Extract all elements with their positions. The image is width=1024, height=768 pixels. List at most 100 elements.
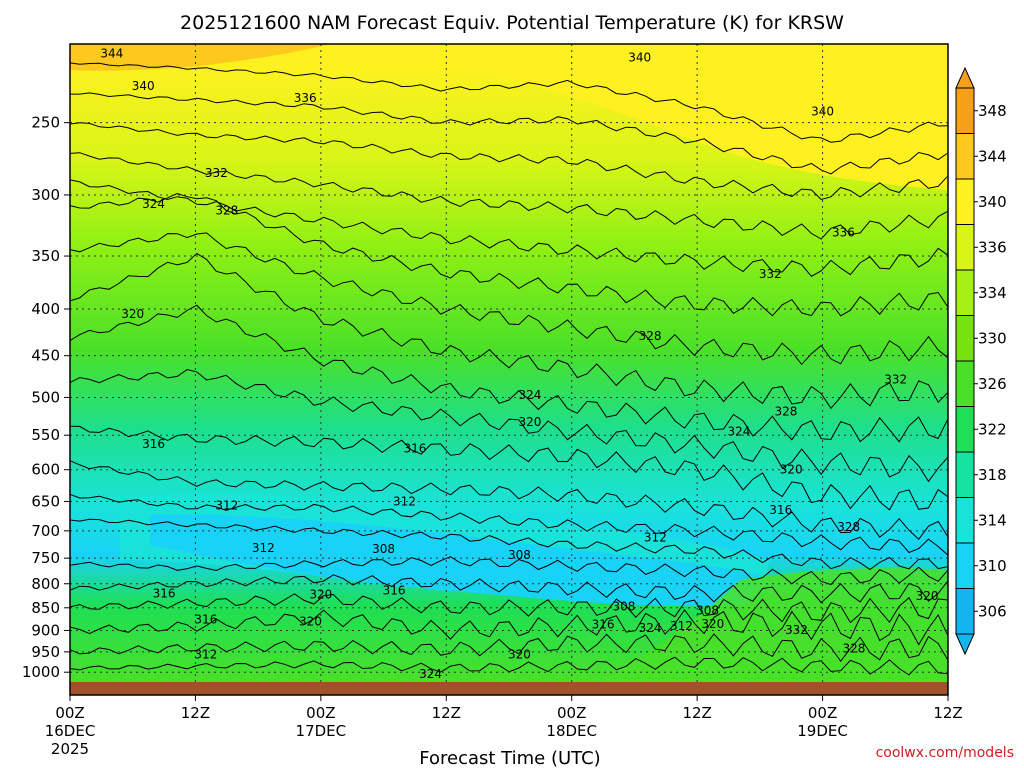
colorbar-top-arrow (955, 66, 975, 89)
upper-yellow (70, 44, 948, 190)
contour-label: 328 (639, 329, 662, 343)
contour-label: 328 (775, 404, 798, 418)
y-tick-label-300: 300 (31, 186, 60, 204)
contour-label: 316 (592, 618, 615, 632)
contour-label: 324 (142, 197, 165, 211)
contour-label: 336 (294, 91, 317, 105)
x-tick-label-84: 12Z (933, 704, 962, 722)
colorbar-segment (955, 178, 975, 225)
contour-line (70, 152, 948, 240)
contour-label: 320 (701, 617, 724, 631)
chart-title: 2025121600 NAM Forecast Equiv. Potential… (180, 12, 844, 34)
contour-label: 316 (769, 503, 792, 517)
y-tick-label-500: 500 (31, 388, 60, 406)
contour-label: 320 (299, 615, 322, 629)
colorbar-label-318: 318 (978, 466, 1007, 484)
contour-line (70, 179, 948, 277)
contour-label: 328 (215, 203, 238, 217)
x-tick-label-60: 12Z (682, 704, 711, 722)
contour-label: 328 (837, 520, 860, 534)
y-tick-label-350: 350 (31, 247, 60, 265)
contour-label: 312 (670, 619, 693, 633)
upper-orange (70, 44, 330, 71)
contour-label: 328 (842, 642, 865, 656)
contour-line (70, 62, 948, 143)
lower-green-right (600, 568, 948, 682)
x-axis-label: Forecast Time (UTC) (419, 748, 600, 768)
x-tick-label-12: 12Z (181, 704, 210, 722)
contour-label: 332 (205, 166, 228, 180)
contour-label: 312 (644, 531, 667, 545)
contour-line (70, 460, 948, 541)
contour-label: 308 (613, 599, 636, 613)
credit-text: coolwx.com/models (876, 745, 1014, 761)
contour-label: 316 (142, 437, 165, 451)
contour-line (70, 425, 948, 511)
y-tick-label-250: 250 (31, 114, 60, 132)
y-tick-label-950: 950 (31, 643, 60, 661)
y-tick-label-1000: 1000 (22, 663, 60, 681)
colorbar-segment (955, 451, 975, 498)
colorbar-label-348: 348 (978, 102, 1007, 120)
colorbar-label-322: 322 (978, 420, 1007, 438)
x-date-label-48: 18DEC (546, 722, 597, 740)
contour-label: 324 (727, 425, 750, 439)
contour-label-group: 344 340 336 340 340 332 328 324 336 332 328 320 332 3… (100, 47, 938, 682)
y-tick-label-850: 850 (31, 599, 60, 617)
contour-line (70, 633, 948, 663)
colorbar-segment (955, 542, 975, 589)
colorbar-label-326: 326 (978, 375, 1007, 393)
y-tick-label-700: 700 (31, 522, 60, 540)
contour-label: 316 (383, 584, 406, 598)
x-tick-label-48: 00Z (557, 704, 586, 722)
contour-label: 324 (518, 388, 541, 402)
colorbar-segment (955, 588, 975, 635)
contour-label: 320 (780, 463, 803, 477)
contour-label: 320 (518, 415, 541, 429)
contour-lines (70, 62, 948, 676)
colorbar-segment (955, 315, 975, 362)
colorbar-label-340: 340 (978, 193, 1007, 211)
y-tick-label-600: 600 (31, 461, 60, 479)
y-axis: 250 300 350 400 450 500 550 600 650 700 750 800 850 9… (22, 114, 70, 681)
contour-label: 324 (419, 667, 442, 681)
y-tick-label-900: 900 (31, 621, 60, 639)
contour-label: 316 (403, 442, 426, 456)
contour-line (70, 556, 948, 586)
colorbar-segment (955, 497, 975, 544)
y-tick-label-400: 400 (31, 300, 60, 318)
contour-label: 336 (832, 226, 855, 240)
x-tick-label-36: 12Z (432, 704, 461, 722)
colorbar-bottom-arrow (955, 633, 975, 656)
contour-line (70, 232, 948, 366)
y-tick-label-750: 750 (31, 549, 60, 567)
contour-line (70, 92, 948, 175)
ground-bar (70, 682, 948, 695)
x-tick-label-0: 00Z (55, 704, 84, 722)
colorbar-label-314: 314 (978, 511, 1007, 529)
contour-label: 312 (215, 499, 238, 513)
contour-label: 316 (194, 612, 217, 626)
y-tick-label-800: 800 (31, 575, 60, 593)
colorbar-segment (955, 87, 975, 134)
colorbar: 348 344 340 336 334 330 326 322 318 314 310 306 (955, 66, 1007, 656)
colorbar-segment (955, 224, 975, 271)
colorbar-label-306: 306 (978, 602, 1007, 620)
colorbar-segment (955, 269, 975, 316)
contour-line (70, 493, 948, 556)
contour-line (70, 122, 948, 201)
colorbar-label-336: 336 (978, 238, 1007, 256)
contour-label: 320 (916, 589, 939, 603)
contour-label: 312 (194, 647, 217, 661)
contour-label: 340 (132, 79, 155, 93)
contour-label: 308 (372, 542, 395, 556)
grid-lines (70, 44, 948, 682)
contour-line (70, 518, 948, 571)
contour-line (70, 252, 948, 410)
contour-label: 332 (759, 267, 782, 281)
contour-label: 320 (508, 647, 531, 661)
x-year-label: 2025 (51, 740, 89, 758)
contour-label: 340 (811, 104, 834, 118)
